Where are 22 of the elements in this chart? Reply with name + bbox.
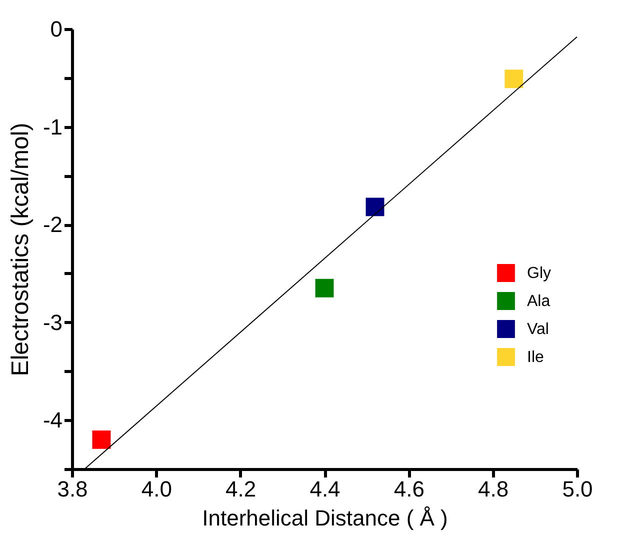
- legend-label: Val: [527, 321, 549, 338]
- legend-label: Ala: [527, 293, 550, 310]
- x-tick-label: 4.0: [141, 476, 172, 502]
- legend-label: Ile: [527, 349, 544, 366]
- point: [504, 70, 524, 88]
- x-axis-title: Interhelical Distance ( Å ): [202, 506, 448, 530]
- x-tick-label: 5.0: [562, 476, 593, 502]
- y-tick-label: 0: [50, 16, 62, 42]
- point: [92, 430, 111, 449]
- point: [315, 278, 334, 298]
- y-tick-label: -2: [42, 212, 62, 238]
- y-tick-label: -1: [42, 114, 62, 140]
- legend-label: Gly: [527, 265, 551, 282]
- x-tick-label: 3.8: [57, 476, 88, 502]
- y-axis-title: Electrostatics (kcal/mol): [6, 122, 34, 376]
- point: [366, 198, 384, 216]
- x-tick-label: 4.8: [478, 476, 509, 502]
- x-tick-label: 4.6: [394, 476, 424, 502]
- x-tick-label: 4.4: [310, 476, 340, 502]
- x-tick-label: 4.2: [226, 476, 256, 502]
- y-tick-label: -4: [42, 408, 62, 433]
- y-tick-label: -3: [42, 310, 62, 335]
